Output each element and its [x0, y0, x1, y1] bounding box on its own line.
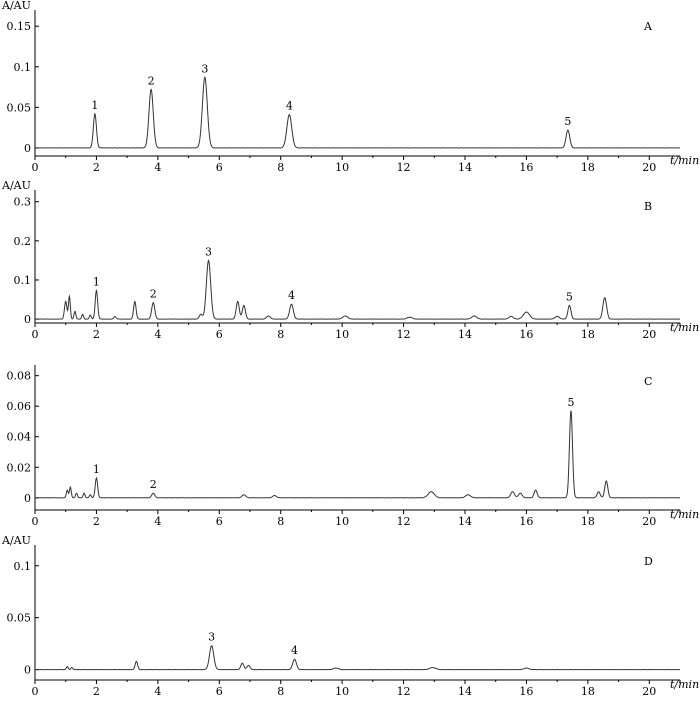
y-tick-label: 0.08 [7, 370, 32, 383]
chart-panel-a: 00.050.10.150 2 4 6 8 10 12 14 16 18 20A/AUt/minA1… [1, 0, 699, 174]
peak-label-5: 5 [564, 115, 571, 128]
peak-label-1: 1 [93, 463, 100, 476]
x-tick-label: 6 [216, 515, 223, 528]
panel-letter: C [644, 375, 652, 388]
x-tick-label: 8 [277, 685, 284, 696]
x-tick-label: 16 [519, 515, 533, 528]
x-tick-label: 20 [642, 685, 656, 696]
y-tick-label: 0.05 [7, 101, 32, 114]
x-tick-label: 12 [397, 328, 411, 341]
y-tick-label: 0.06 [7, 400, 32, 413]
x-axis-label: t/min [670, 154, 699, 167]
x-tick-label: 2 [93, 161, 100, 174]
y-tick-label: 0.02 [7, 461, 32, 474]
y-tick-label: 0.04 [7, 431, 32, 444]
x-tick-label: 18 [581, 328, 595, 341]
panel-letter: B [644, 200, 652, 213]
x-tick-label: 10 [335, 515, 349, 528]
peak-label-4: 4 [286, 100, 293, 113]
peak-label-4: 4 [291, 644, 298, 657]
chromatogram-trace [34, 645, 681, 671]
x-tick-label: 20 [642, 161, 656, 174]
peak-label-4: 4 [288, 289, 295, 302]
x-axis-label: t/min [670, 321, 699, 334]
peak-label-5: 5 [566, 290, 573, 303]
peak-label-3: 3 [208, 631, 215, 644]
x-tick-label: 4 [154, 328, 161, 341]
x-tick-label: 2 [93, 515, 100, 528]
chromatogram-trace [35, 259, 681, 320]
x-tick-label: 0 [32, 328, 39, 341]
peak-label-3: 3 [205, 245, 212, 258]
x-tick-label: 6 [216, 328, 223, 341]
peak-label-2: 2 [150, 478, 157, 491]
x-tick-label: 4 [154, 161, 161, 174]
x-tick-label: 14 [458, 161, 472, 174]
x-tick-label: 0 [32, 515, 39, 528]
chart-panel-b: 00.10.20.30 2 4 6 8 10 12 14 16 18 20A/AUt/minB123… [1, 179, 699, 341]
x-tick-label: 4 [154, 515, 161, 528]
y-tick-label: 0 [24, 664, 31, 677]
peak-label-3: 3 [201, 62, 208, 75]
x-tick-label: 6 [216, 161, 223, 174]
peak-label-2: 2 [148, 74, 155, 87]
x-tick-label: 12 [397, 515, 411, 528]
y-tick-label: 0.3 [14, 196, 32, 209]
x-tick-label: 10 [335, 685, 349, 696]
x-tick-label: 2 [93, 685, 100, 696]
x-tick-label: 12 [397, 685, 411, 696]
x-tick-label: 16 [519, 685, 533, 696]
y-axis-label: A/AU [1, 179, 31, 192]
chromatogram-trace [35, 76, 681, 149]
x-tick-label: 18 [581, 161, 595, 174]
panel-letter: A [643, 20, 653, 33]
x-axis-label: t/min [670, 678, 699, 691]
y-tick-label: 0 [24, 142, 31, 155]
x-tick-label: 12 [397, 161, 411, 174]
panel-letter: D [644, 555, 653, 568]
x-tick-label: 8 [277, 515, 284, 528]
x-tick-label: 16 [519, 328, 533, 341]
x-tick-label: 18 [581, 685, 595, 696]
x-tick-label: 6 [216, 685, 223, 696]
chart-panel-d: 0 0.05 0.1 0 2 4 6 8 10 12 14 16 18 20 A/AU t/min D 3 4 [1, 534, 699, 698]
peak-label-1: 1 [91, 99, 98, 112]
x-tick-label: 10 [335, 161, 349, 174]
peak-label-5: 5 [567, 396, 574, 409]
x-tick-label: 20 [642, 328, 656, 341]
x-tick-label: 2 [93, 328, 100, 341]
y-tick-label: 0 [24, 492, 31, 505]
x-tick-label: 0 [32, 685, 39, 696]
x-axis-label: t/min [670, 508, 699, 521]
y-tick-label: 0.15 [7, 20, 32, 33]
x-tick-label: 4 [154, 685, 161, 696]
peak-label-1: 1 [93, 276, 100, 289]
y-tick-label: 0.1 [14, 560, 32, 573]
x-tick-label: 8 [277, 328, 284, 341]
x-tick-label: 10 [335, 328, 349, 341]
y-tick-label: 0.2 [14, 235, 32, 248]
x-tick-label: 18 [581, 515, 595, 528]
peak-label-2: 2 [150, 288, 157, 301]
x-tick-label: 16 [519, 161, 533, 174]
y-tick-label: 0.05 [7, 612, 32, 625]
x-tick-label: 14 [458, 685, 472, 696]
y-axis-label: A/AU [1, 534, 31, 547]
y-axis-label: A/AU [1, 0, 31, 12]
y-tick-label: 0 [24, 313, 31, 326]
x-tick-label: 8 [277, 161, 284, 174]
x-tick-label: 14 [458, 515, 472, 528]
y-tick-label: 0.1 [14, 61, 32, 74]
x-tick-label: 14 [458, 328, 472, 341]
x-tick-label: 0 [32, 161, 39, 174]
chart-panel-c: 00.020.040.060.080 2 4 6 8 10 12 14 16 18 20t/minC… [7, 365, 699, 528]
y-tick-label: 0.1 [14, 274, 32, 287]
chromatogram-trace [35, 410, 681, 499]
x-tick-label: 20 [642, 515, 656, 528]
